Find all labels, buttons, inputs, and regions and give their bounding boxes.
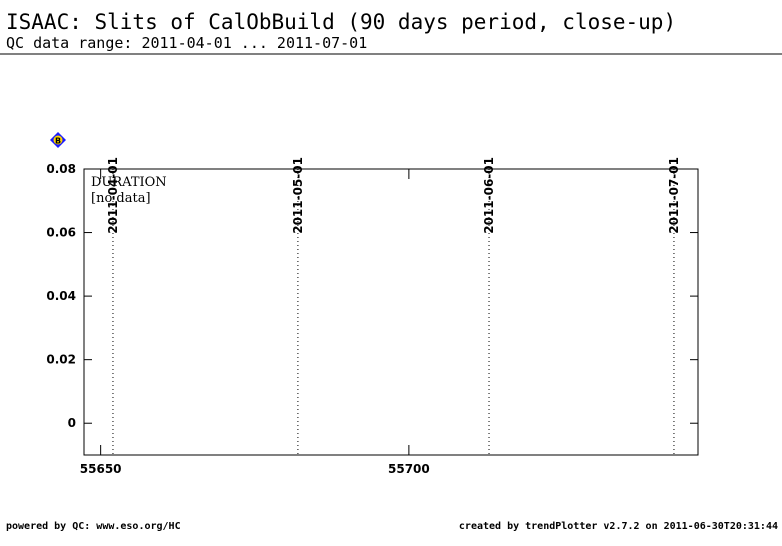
plot-frame [83,168,699,456]
y-tick-label: 0.04 [46,289,76,303]
date-label: 2011-06-01 [482,157,496,234]
x-tick-label: 55700 [388,462,430,476]
footer-right: created by trendPlotter v2.7.2 on 2011-0… [459,521,778,532]
date-label: 2011-05-01 [291,157,305,234]
badge-dot [53,135,63,145]
x-tick-label: 55650 [80,462,122,476]
y-tick-label: 0.06 [46,226,76,240]
y-tick-label: 0.02 [46,353,76,367]
badge-label: B [55,137,61,146]
footer-left: powered by QC: www.eso.org/HC [6,521,181,532]
panel-label: DURATION [91,175,167,190]
date-label: 2011-04-01 [106,157,120,234]
chart-subtitle: QC data range: 2011-04-01 ... 2011-07-01 [6,34,367,52]
annotation: [no data] [91,191,151,206]
chart-title: ISAAC: Slits of CalObBuild (90 days peri… [6,10,676,34]
y-tick-label: 0 [68,416,76,430]
date-label: 2011-07-01 [667,157,681,234]
badge: B [50,132,66,148]
y-tick-label: 0.08 [46,162,76,176]
